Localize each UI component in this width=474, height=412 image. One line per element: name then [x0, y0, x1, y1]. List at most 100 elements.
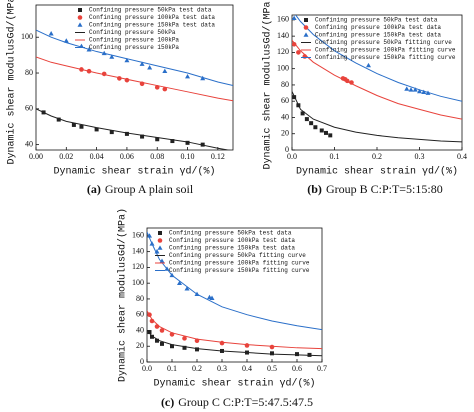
x-tick-label: 0.00: [29, 152, 43, 161]
legend-label: Confining pressure 50kPa test data: [169, 230, 292, 237]
chart: 0.0 0.1 0.2 0.3 0.4020406080100120140160Dyna…: [262, 0, 467, 196]
legend-label: Confining pressure 150kPa test data: [169, 245, 295, 252]
point: [162, 86, 168, 92]
legend-label: Confining pressure 100kPa fitting curve: [315, 47, 456, 54]
y-tick-label: 20: [136, 341, 144, 350]
point: [147, 233, 152, 238]
y-tick-label: 60: [281, 96, 289, 105]
y-tick-label: 160: [132, 231, 144, 240]
point: [292, 41, 297, 47]
point: [124, 131, 129, 136]
x-tick-label: 0.2: [372, 152, 382, 161]
legend-swatch: [77, 15, 83, 20]
fit-curve: [292, 91, 462, 143]
y-tick-label: 60: [136, 310, 144, 319]
caption: (b) Group B C:P:T=5:15:80: [307, 182, 442, 196]
legend-label: Confining pressure 100kPa fitting curve: [169, 260, 310, 267]
x-tick-label: 0.4: [457, 152, 467, 161]
y-tick-label: 140: [132, 246, 144, 255]
y-axis-title: Dynamic shear modulusGd/(MPa): [262, 0, 274, 170]
y-axis-title: Dynamic shear modulusGd/(MPa): [117, 208, 129, 382]
y-tick-label: 140: [277, 31, 289, 40]
point: [295, 352, 299, 357]
y-tick-label: 160: [277, 15, 289, 24]
point: [300, 111, 305, 116]
legend-label: Confining pressure 50kPa: [89, 29, 176, 36]
point: [155, 137, 160, 142]
point: [219, 340, 225, 346]
x-tick-label: 0.7: [317, 364, 327, 373]
y-tick-label: 100: [277, 64, 289, 73]
point: [319, 128, 324, 133]
legend-label: Confining pressure 150kPa test data: [89, 22, 215, 29]
x-tick-label: 0.10: [181, 152, 195, 161]
caption-text: Group B C:P:T=5:15:80: [326, 182, 443, 196]
caption-text: Group C C:P:T=5:47.5:47.5: [178, 395, 313, 409]
point: [313, 125, 318, 130]
x-axis-title: Dynamic shear strain γd/(%): [53, 166, 215, 178]
point: [109, 54, 115, 59]
x-axis-title: Dynamic shear strain γd/(%): [296, 166, 458, 178]
point: [185, 74, 191, 79]
x-tick-label: 0.02: [59, 152, 73, 161]
caption-label: (c): [161, 395, 174, 409]
caption-label: (a): [87, 182, 101, 196]
y-axis-title: Dynamic shear modulusGd/(MPa): [6, 0, 18, 165]
point: [184, 286, 190, 291]
point: [324, 130, 328, 135]
legend-label: Confining pressure 50kPa test data: [89, 7, 212, 14]
x-tick-label: 0.0: [142, 364, 152, 373]
point: [150, 334, 154, 339]
point: [404, 86, 410, 91]
point: [48, 31, 54, 36]
legend-label: Confining pressure 150kPa fitting curve: [315, 54, 456, 61]
point: [421, 89, 427, 95]
y-tick-label: 40: [281, 112, 289, 121]
point: [109, 130, 114, 135]
legend-swatch: [304, 18, 308, 22]
x-tick-label: 0.08: [150, 152, 164, 161]
caption-label: (b): [307, 182, 322, 196]
chart: 0.00 0.02 0.04 0.06 0.08 0.10 0.12406080100Dyn…: [6, 0, 234, 196]
y-tick-label: 80: [281, 80, 289, 89]
point: [417, 88, 422, 94]
legend-swatch: [303, 32, 309, 37]
y-tick-label: 120: [277, 47, 289, 56]
fit-curve: [147, 330, 322, 357]
point: [328, 133, 333, 138]
legend-label: Confining pressure 100kPa test data: [315, 24, 441, 31]
point: [296, 50, 301, 55]
point: [147, 330, 152, 335]
point: [124, 57, 130, 63]
point: [185, 140, 190, 145]
y-tick-label: 40: [25, 139, 33, 148]
plot: [147, 231, 322, 357]
point: [270, 351, 274, 356]
point: [155, 338, 159, 343]
point: [79, 124, 84, 129]
point: [244, 343, 250, 348]
y-tick-label: 100: [21, 32, 33, 41]
point: [177, 280, 182, 285]
point: [139, 61, 145, 66]
x-tick-label: 0.3: [415, 152, 425, 161]
point: [292, 15, 297, 21]
x-tick-label: 0.12: [211, 152, 225, 161]
legend-swatch: [303, 25, 309, 30]
legend-swatch: [157, 245, 163, 250]
plot: [36, 29, 233, 150]
chart: 0.0 0.1 0.2 0.3 0.4 0.5 0.6 0.7 0 20 40 60 80 100 120 1…: [117, 208, 327, 409]
fit-curve: [36, 56, 233, 102]
point: [269, 344, 275, 350]
point: [182, 345, 187, 350]
legend-swatch: [157, 238, 163, 243]
y-tick-label: 40: [136, 325, 144, 334]
x-tick-label: 0.04: [90, 152, 104, 161]
legend-label: Confining pressure 150kPa test data: [315, 32, 441, 39]
point: [195, 347, 199, 352]
x-axis-title: Dynamic shear strain γd/(%): [153, 378, 315, 390]
y-tick-label: 0: [140, 357, 144, 366]
point: [56, 117, 61, 122]
y-tick-label: 80: [25, 68, 33, 77]
